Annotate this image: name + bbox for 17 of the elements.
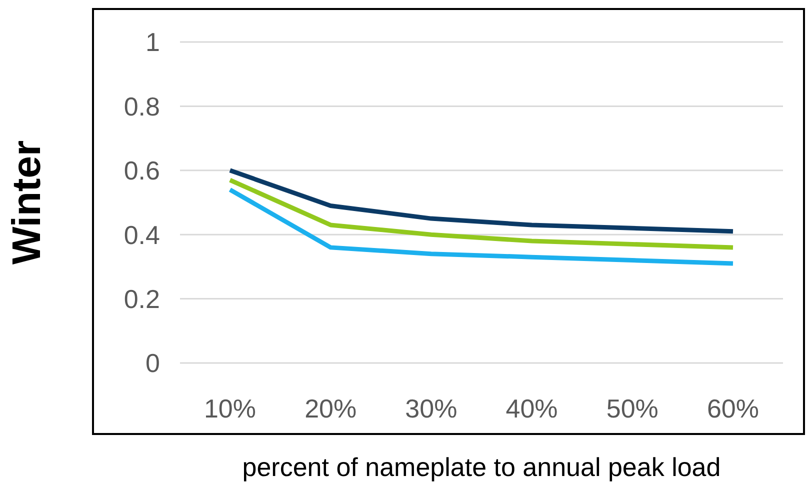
x-tick-label: 50% — [606, 393, 658, 424]
x-axis-title: percent of nameplate to annual peak load — [242, 452, 721, 482]
x-tick-label: 40% — [506, 393, 558, 424]
x-tick-label: 20% — [304, 393, 357, 424]
line-series — [228, 178, 736, 250]
line-series — [228, 187, 736, 266]
x-tick-label: 30% — [405, 393, 458, 424]
x-tick-label: 10% — [204, 393, 256, 424]
y-tick-label: 0.6 — [124, 156, 160, 186]
y-tick-label: 0 — [146, 348, 160, 378]
y-tick-label: 0.4 — [124, 220, 160, 250]
y-tick-label: 1 — [146, 27, 160, 58]
x-tick-label: 60% — [706, 393, 760, 424]
y-tick-label: 0.8 — [124, 91, 160, 122]
y-tick-label: 0.2 — [124, 284, 160, 314]
line-series — [228, 168, 736, 234]
y-axis-title: Winter — [5, 140, 50, 265]
